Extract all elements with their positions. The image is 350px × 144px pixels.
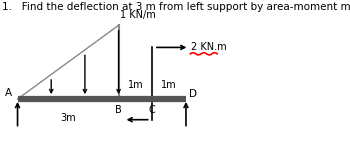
Text: D: D: [189, 89, 197, 99]
Text: 1 KN/m: 1 KN/m: [120, 10, 156, 20]
Text: C: C: [149, 105, 156, 115]
Text: 1m: 1m: [128, 80, 143, 90]
Text: 1.   Find the deflection at 3 m from left support by area-moment method.: 1. Find the deflection at 3 m from left …: [2, 2, 350, 12]
Text: 1m: 1m: [161, 80, 177, 90]
Text: 3m: 3m: [60, 113, 76, 123]
Text: B: B: [115, 105, 122, 115]
Text: A: A: [5, 88, 13, 98]
Text: 2 KN.m: 2 KN.m: [191, 42, 227, 52]
